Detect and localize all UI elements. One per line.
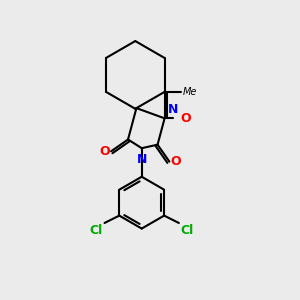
Text: N: N <box>136 154 147 166</box>
Text: Me: Me <box>182 87 197 97</box>
Text: Cl: Cl <box>90 224 103 237</box>
Text: N: N <box>168 103 178 116</box>
Text: O: O <box>171 155 182 168</box>
Text: O: O <box>99 145 110 158</box>
Text: Cl: Cl <box>180 224 194 237</box>
Text: O: O <box>181 112 191 125</box>
